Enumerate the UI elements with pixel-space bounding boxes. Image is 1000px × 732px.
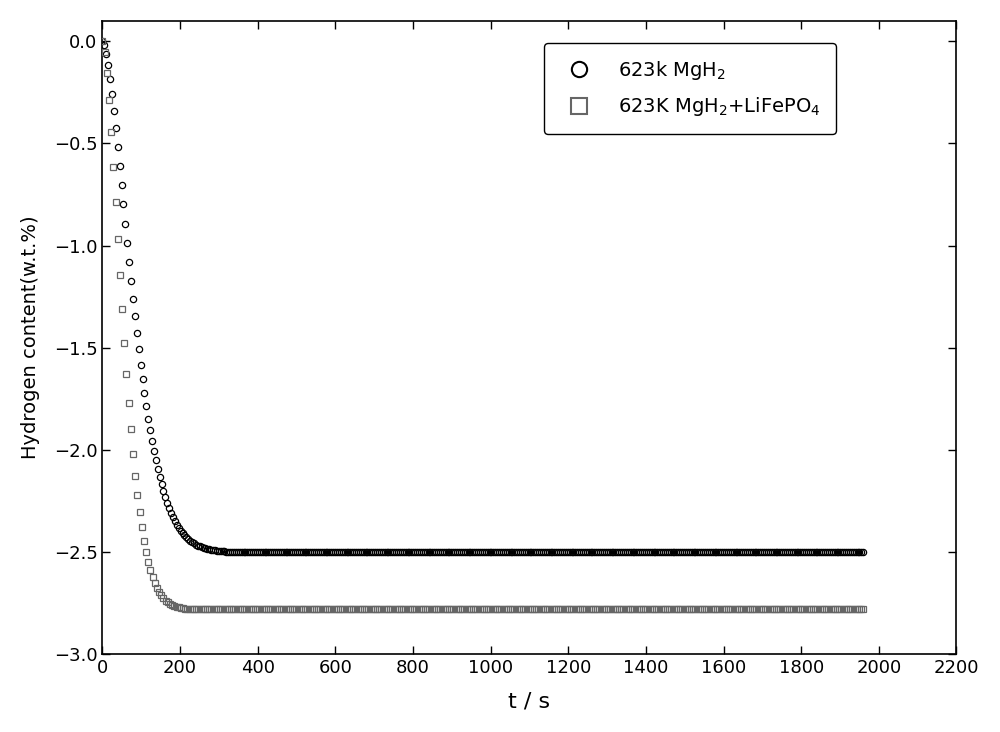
X-axis label: t / s: t / s	[508, 691, 550, 712]
Y-axis label: Hydrogen content(w.t.%): Hydrogen content(w.t.%)	[21, 216, 40, 460]
Legend: 623k MgH$_2$, 623K MgH$_2$+LiFePO$_4$: 623k MgH$_2$, 623K MgH$_2$+LiFePO$_4$	[544, 43, 836, 134]
